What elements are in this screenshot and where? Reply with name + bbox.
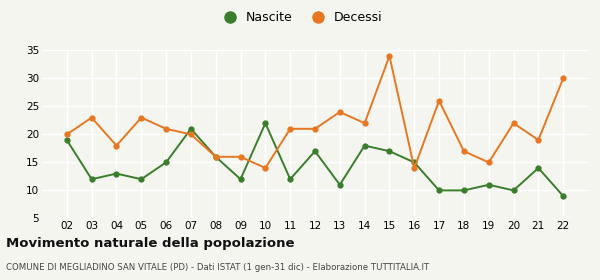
- Nascite: [187, 127, 194, 130]
- Legend: Nascite, Decessi: Nascite, Decessi: [212, 6, 388, 29]
- Text: Movimento naturale della popolazione: Movimento naturale della popolazione: [6, 237, 295, 249]
- Nascite: [535, 166, 542, 170]
- Decessi: [287, 127, 294, 130]
- Decessi: [113, 144, 120, 147]
- Decessi: [535, 138, 542, 142]
- Nascite: [510, 189, 517, 192]
- Decessi: [510, 122, 517, 125]
- Decessi: [88, 116, 95, 119]
- Decessi: [187, 133, 194, 136]
- Nascite: [311, 150, 319, 153]
- Decessi: [311, 127, 319, 130]
- Decessi: [361, 122, 368, 125]
- Decessi: [137, 116, 145, 119]
- Nascite: [113, 172, 120, 175]
- Nascite: [386, 150, 393, 153]
- Decessi: [163, 127, 170, 130]
- Nascite: [63, 138, 70, 142]
- Nascite: [262, 122, 269, 125]
- Decessi: [410, 166, 418, 170]
- Nascite: [560, 194, 567, 198]
- Nascite: [361, 144, 368, 147]
- Decessi: [560, 77, 567, 80]
- Text: COMUNE DI MEGLIADINO SAN VITALE (PD) - Dati ISTAT (1 gen-31 dic) - Elaborazione : COMUNE DI MEGLIADINO SAN VITALE (PD) - D…: [6, 263, 429, 272]
- Decessi: [336, 110, 343, 114]
- Decessi: [460, 150, 467, 153]
- Line: Decessi: Decessi: [64, 53, 566, 171]
- Decessi: [485, 161, 493, 164]
- Nascite: [88, 178, 95, 181]
- Nascite: [163, 161, 170, 164]
- Nascite: [336, 183, 343, 186]
- Nascite: [485, 183, 493, 186]
- Nascite: [436, 189, 443, 192]
- Decessi: [386, 54, 393, 58]
- Nascite: [237, 178, 244, 181]
- Decessi: [436, 99, 443, 102]
- Nascite: [137, 178, 145, 181]
- Line: Nascite: Nascite: [64, 121, 566, 199]
- Nascite: [460, 189, 467, 192]
- Nascite: [287, 178, 294, 181]
- Decessi: [63, 133, 70, 136]
- Decessi: [262, 166, 269, 170]
- Nascite: [410, 161, 418, 164]
- Decessi: [212, 155, 220, 158]
- Nascite: [212, 155, 220, 158]
- Decessi: [237, 155, 244, 158]
